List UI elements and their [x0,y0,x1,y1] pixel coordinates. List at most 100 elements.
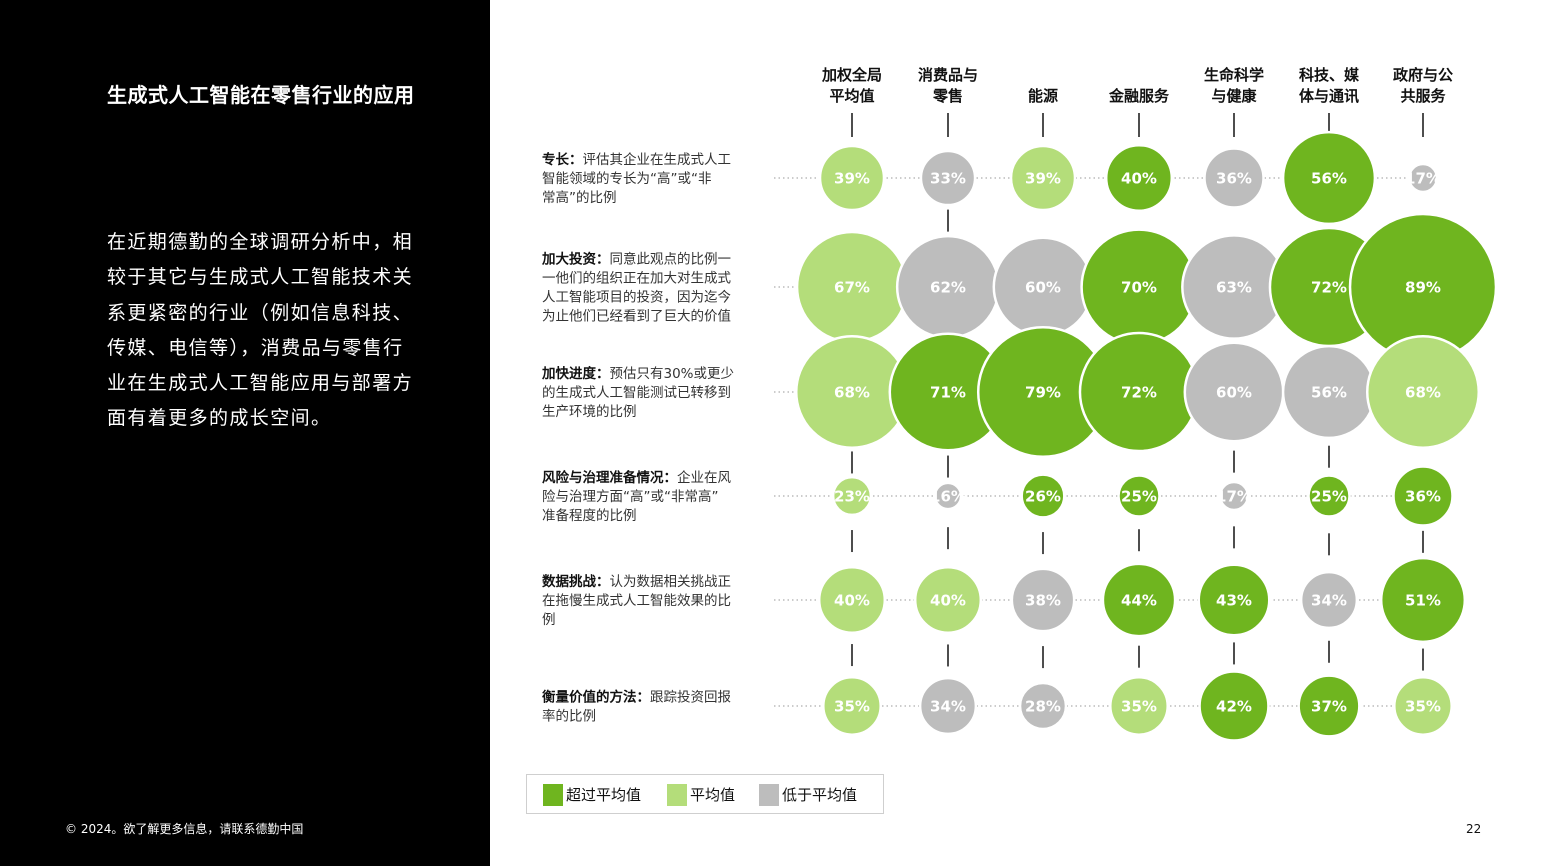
page-title: 生成式人工智能在零售行业的应用 [107,83,415,107]
legend-label: 低于平均值 [782,786,858,804]
bubble-value-label: 44% [1121,592,1157,610]
row-label-line: 率的比例 [542,708,596,725]
bubble-value-label: 36% [1216,170,1252,188]
bubble-above-average [1307,474,1351,518]
bubble-value-label: 35% [1405,698,1441,716]
row-label-line: 的生成式人工智能测试已转移到 [542,385,731,401]
copyright-footer: © 2024。欲了解更多信息，请联系德勤中国 [65,822,304,836]
bubble-average [1009,144,1077,212]
row-label: 风险与治理准备情况：企业在风 [542,469,731,486]
bubble-value-label: 34% [1311,592,1347,610]
bubble-above-average [1197,563,1271,637]
legend-swatch [667,784,687,806]
bubble-value-label: 37% [1311,698,1347,716]
row-label-line: 生产环境的比例 [542,404,637,420]
bubble-below-average [1010,567,1076,633]
row-label-line: 智能领域的专长为“高”或“非 [542,170,711,187]
column-header: 零售 [932,87,963,105]
row-label: 加大投资：同意此观点的比例一 [541,251,731,268]
bubble-value-label: 40% [1121,170,1157,188]
column-header: 加权全局 [821,66,882,84]
bubble-value-label: 71% [930,384,966,402]
bubble-value-label: 70% [1121,279,1157,297]
bubble-below-average [1203,147,1265,209]
bubble-value-label: 25% [1311,488,1347,506]
bubble-value-label: 40% [930,592,966,610]
bubble-above-average [1198,670,1270,742]
bubble-value-label: 23% [834,488,870,506]
bubble-value-label: 40% [834,592,870,610]
row-label-line: 为止他们已经看到了巨大的价值 [542,309,731,325]
row-label-line: 准备程度的比例 [542,507,637,524]
bubble-value-label: 42% [1216,698,1252,716]
bubble-value-label: 39% [834,170,870,188]
bubble-value-label: 28% [1025,698,1061,716]
legend-swatch [543,784,563,806]
legend-swatch [759,784,779,806]
column-header: 能源 [1028,87,1058,105]
bubble-below-average [1407,162,1439,194]
bubble-average [822,676,882,736]
bubble-above-average [1101,562,1177,638]
bubble-value-label: 35% [834,698,870,716]
column-header: 科技、媒 [1299,66,1360,84]
bubble-value-label: 17% [1216,488,1252,506]
row-label: 衡量价值的方法：跟踪投资回报 [542,689,731,706]
row-label: 数据挑战：认为数据相关挑战正 [542,573,731,590]
bubble-value-label: 33% [930,170,966,188]
bubble-average [913,565,983,635]
bubble-value-label: 25% [1121,488,1157,506]
bubble-average [1365,334,1481,450]
row-label: 专长：评估其企业在生成式人工 [542,151,731,168]
column-header: 生命科学 [1204,66,1264,84]
bubble-value-label: 67% [834,279,870,297]
left-panel: 生成式人工智能在零售行业的应用 在近期德勤的全球调研分析中，相较于其它与生成式人… [0,0,490,866]
bubble-below-average [1018,681,1068,731]
bubble-value-label: 39% [1025,170,1061,188]
bubble-below-average [1299,570,1359,630]
bubble-value-label: 43% [1216,592,1252,610]
bubble-average [818,144,886,212]
bubble-value-label: 38% [1025,592,1061,610]
bubble-above-average [1020,473,1066,519]
bubble-above-average [1117,474,1161,518]
bubble-value-label: 51% [1405,592,1441,610]
bubble-value-label: 68% [1405,384,1441,402]
bubble-average [831,475,873,517]
intro-paragraph: 在近期德勤的全球调研分析中，相较于其它与生成式人工智能技术关系更紧密的行业（例如… [107,231,414,430]
bubble-below-average [933,481,963,511]
legend-label: 平均值 [690,786,736,804]
bubble-average [1109,676,1169,736]
bubble-value-label: 16% [930,488,966,506]
bubble-value-label: 72% [1121,384,1157,402]
column-header: 与健康 [1211,87,1257,105]
bubble-average [817,565,887,635]
bubble-value-label: 60% [1025,279,1061,297]
bubble-value-label: 56% [1311,384,1347,402]
bubble-below-average [919,149,977,207]
bubble-value-label: 79% [1025,384,1061,402]
bubble-value-label: 35% [1121,698,1157,716]
bubble-below-average [918,676,978,736]
row-label: 加快进度：预估只有30%或更少 [541,365,734,382]
row-label-line: 险与治理方面“高”或“非常高” [542,488,718,505]
bubble-above-average [1392,465,1454,527]
bubble-value-label: 89% [1405,279,1441,297]
legend-label: 超过平均值 [566,786,642,804]
bubble-above-average [1379,556,1467,644]
bubble-below-average [1218,480,1250,512]
bubble-value-label: 56% [1311,170,1347,188]
bubble-average [1393,676,1453,736]
page-number: 22 [1466,822,1482,836]
row-label-line: 例 [542,612,556,628]
bubble-value-label: 36% [1405,488,1441,506]
column-header: 消费品与 [918,66,978,84]
column-header: 平均值 [829,87,874,105]
bubble-value-label: 68% [834,384,870,402]
row-label-line: 常高”的比例 [542,189,617,206]
bubble-value-label: 62% [930,279,966,297]
bubble-value-label: 34% [930,698,966,716]
bubble-above-average [1297,674,1361,738]
column-header: 金融服务 [1108,87,1170,105]
